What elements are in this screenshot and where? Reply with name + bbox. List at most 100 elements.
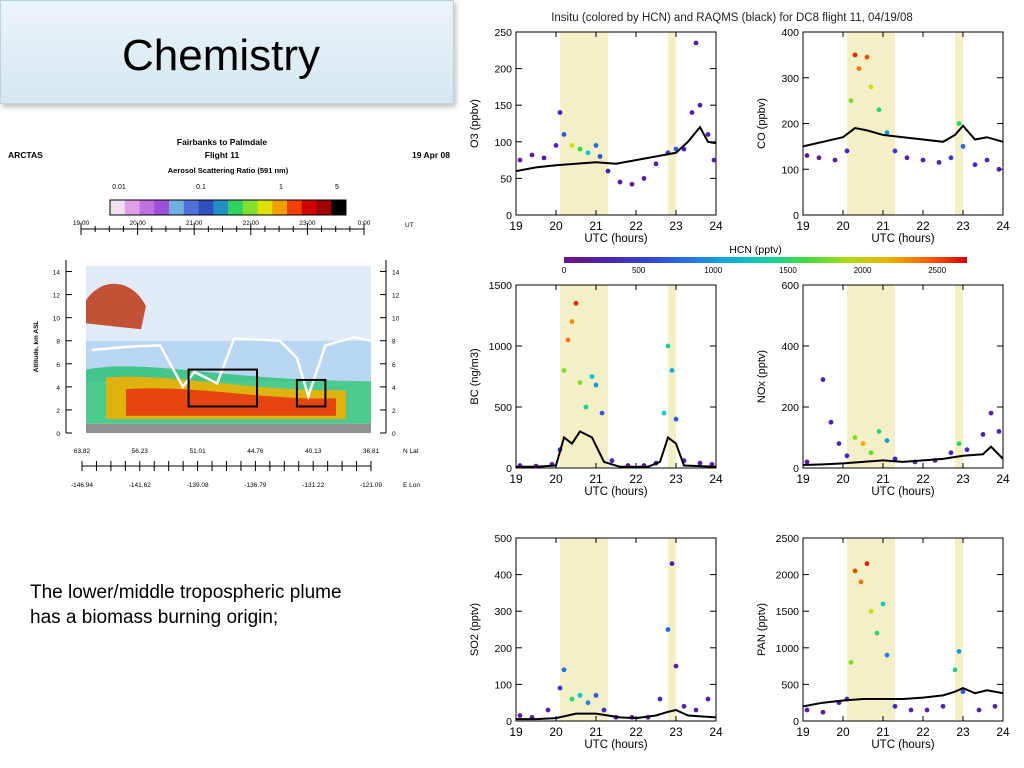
hcn-colorbar bbox=[564, 257, 967, 263]
plume-box-2 bbox=[295, 378, 327, 408]
x-tick-label: 23 bbox=[669, 219, 683, 233]
scatter-ratio-swatch bbox=[183, 200, 199, 215]
insitu-point bbox=[681, 703, 687, 709]
flight-track bbox=[91, 335, 372, 401]
x-tick-label: 23 bbox=[956, 472, 970, 486]
insitu-point bbox=[673, 416, 679, 422]
panel-frame bbox=[802, 537, 1004, 722]
scatter-ratio-swatch bbox=[272, 200, 288, 215]
x-tick-label: 24 bbox=[996, 219, 1010, 233]
insitu-point bbox=[852, 435, 858, 440]
altitude-tick-label: 0 bbox=[392, 431, 396, 438]
y-tick-label: 0 bbox=[506, 716, 512, 728]
insitu-point bbox=[868, 608, 874, 614]
y-tick-label: 500 bbox=[494, 533, 512, 545]
panel-3: 19 20 21 22 23 24 UTC (hours) 0 500 1000 1500 BC (n… bbox=[469, 280, 723, 498]
y-tick-label: 400 bbox=[781, 341, 799, 353]
insitu-point bbox=[956, 121, 962, 126]
x-tick-label: 22 bbox=[916, 219, 930, 233]
x-tick-label: 23 bbox=[956, 219, 970, 233]
y-axis-label: CO (ppbv) bbox=[756, 98, 768, 149]
insitu-point bbox=[804, 153, 810, 158]
x-tick-label: 20 bbox=[549, 725, 563, 739]
insitu-point bbox=[884, 130, 890, 136]
upper-plume bbox=[86, 283, 146, 330]
scatter-ratio-swatch bbox=[198, 200, 214, 215]
y-tick-label: 1000 bbox=[776, 643, 800, 655]
y-tick-label: 2500 bbox=[776, 533, 800, 545]
y-tick-label: 0 bbox=[793, 463, 799, 475]
insitu-point bbox=[577, 692, 583, 698]
insitu-point bbox=[884, 652, 890, 658]
lon-tick-label: -139.08 bbox=[187, 482, 209, 489]
lidar-title-1: Fairbanks to Palmdale bbox=[177, 137, 267, 147]
x-axis-label: UTC (hours) bbox=[584, 233, 647, 245]
raqms-line bbox=[516, 430, 717, 468]
shaded-band-1 bbox=[560, 538, 608, 721]
x-tick-label: 24 bbox=[709, 725, 723, 739]
insitu-point bbox=[948, 450, 954, 456]
scatter-ratio-swatch bbox=[301, 200, 317, 215]
insitu-point bbox=[689, 110, 695, 115]
insitu-point bbox=[952, 667, 958, 673]
y-tick-label: 0 bbox=[506, 210, 512, 222]
insitu-point bbox=[948, 155, 954, 161]
altitude-tick-label: 4 bbox=[56, 385, 60, 392]
altitude-tick-label: 4 bbox=[392, 385, 396, 392]
x-tick-label: 23 bbox=[669, 472, 683, 486]
chart-title: Insitu (colored by HCN) and RAQMS (black… bbox=[551, 12, 913, 24]
lon-tick-label: -131.22 bbox=[302, 482, 324, 489]
insitu-point bbox=[681, 146, 687, 152]
scatter-ratio-swatch bbox=[287, 200, 303, 215]
y-tick-label: 100 bbox=[494, 137, 512, 149]
time-tick-label: 21:00 bbox=[186, 220, 203, 227]
y-tick-label: 1500 bbox=[489, 280, 513, 292]
insitu-point bbox=[828, 419, 834, 425]
y-tick-label: 200 bbox=[494, 643, 512, 655]
insitu-point bbox=[876, 429, 882, 434]
insitu-point bbox=[924, 707, 930, 713]
x-tick-label: 23 bbox=[669, 725, 683, 739]
shaded-band-1 bbox=[847, 538, 895, 721]
insitu-point bbox=[669, 561, 675, 567]
insitu-point bbox=[597, 154, 603, 159]
colorbar-tick-label: 1500 bbox=[779, 266, 797, 275]
plume-box-1 bbox=[187, 368, 259, 408]
insitu-point bbox=[956, 441, 962, 446]
colorbar-tick-label: 1000 bbox=[704, 266, 722, 275]
scatter-ratio-swatch bbox=[228, 200, 244, 215]
x-axis-label: UTC (hours) bbox=[871, 233, 934, 245]
insitu-point bbox=[976, 707, 982, 713]
insitu-point bbox=[709, 461, 715, 467]
lat-tick-label: 36.81 bbox=[363, 448, 380, 455]
scatter-ratio-colorbar bbox=[109, 199, 347, 216]
insitu-point bbox=[964, 447, 970, 453]
time-tick-label: 23:00 bbox=[299, 220, 316, 227]
x-tick-label: 21 bbox=[589, 472, 603, 486]
x-tick-label: 20 bbox=[549, 472, 563, 486]
insitu-point bbox=[697, 102, 703, 108]
insitu-point bbox=[908, 707, 914, 713]
x-tick-label: 19 bbox=[796, 725, 810, 739]
y-axis-label: PAN (pptv) bbox=[756, 603, 768, 656]
insitu-point bbox=[545, 707, 551, 713]
caption-line-1: The lower/middle tropospheric plume bbox=[30, 582, 342, 603]
x-tick-label: 21 bbox=[589, 219, 603, 233]
insitu-point bbox=[848, 660, 854, 665]
x-tick-label: 22 bbox=[629, 219, 643, 233]
insitu-point bbox=[940, 703, 946, 709]
insitu-point bbox=[585, 150, 591, 156]
y-tick-label: 250 bbox=[494, 27, 512, 39]
insitu-point bbox=[557, 110, 563, 115]
lidar-colorbar-title: Aerosol Scattering Ratio (591 nm) bbox=[168, 166, 289, 175]
scatter-ratio-swatch bbox=[154, 200, 170, 215]
insitu-point bbox=[904, 155, 910, 161]
lon-tick-label: -146.94 bbox=[71, 482, 93, 489]
insitu-point bbox=[816, 155, 822, 161]
y-tick-label: 2000 bbox=[776, 570, 800, 582]
insitu-point bbox=[569, 143, 575, 148]
insitu-point bbox=[593, 692, 599, 698]
insitu-point bbox=[884, 438, 890, 443]
altitude-tick-label: 6 bbox=[392, 362, 396, 369]
time-unit: UT bbox=[405, 222, 414, 229]
